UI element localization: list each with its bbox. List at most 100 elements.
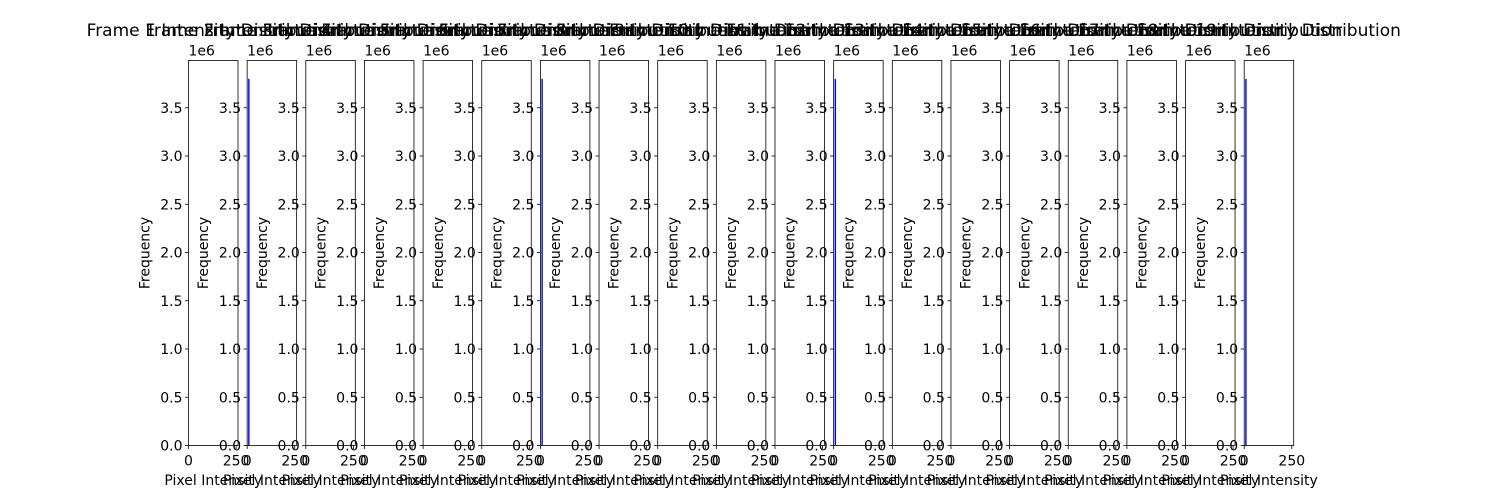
y-tick-label: 2.5 [805,197,827,213]
y-tick-label: 3.0 [923,149,945,165]
y-tick-label: 1.0 [805,342,827,358]
y-tick-label: 1.0 [336,342,358,358]
y-tick-label: 0.0 [981,439,1003,455]
y-axis-label: Frequency [959,217,975,289]
y-tick-label: 1.5 [864,294,886,310]
y-tick-label: 1.5 [160,294,182,310]
x-axis-label: Pixel Intensity [1044,473,1142,489]
y-tick-label: 1.5 [1099,294,1121,310]
y-tick-label: 1.5 [571,294,593,310]
y-tick-label: 1.5 [219,294,241,310]
y-tick-label: 0.5 [1040,390,1062,406]
y-tick-label: 2.5 [512,197,534,213]
y-tick-label: 2.0 [571,246,593,262]
y-tick-label: 3.5 [453,101,475,117]
y-tick-label: 2.0 [336,246,358,262]
x-tick-label: 250 [985,454,1012,470]
y-tick-label: 2.0 [395,246,417,262]
y-tick-label: 1.0 [512,342,534,358]
x-tick-label: 0 [595,454,604,470]
y-tick-label: 0.5 [160,390,182,406]
y-tick-label: 2.0 [923,246,945,262]
x-axis-label: Pixel Intensity [634,473,732,489]
y-tick-label: 1.5 [395,294,417,310]
y-axis-label: Frequency [255,217,271,289]
histogram-bar [834,78,837,446]
x-tick-label: 250 [1102,454,1129,470]
y-tick-label: 0.0 [571,439,593,455]
y-axis-label: Frequency [1017,217,1033,289]
y-offset-label: 1e6 [834,44,861,60]
y-offset-label: 1e6 [247,44,274,60]
y-tick-label: 2.5 [160,197,182,213]
x-tick-label: 250 [1220,454,1247,470]
panel-title: Frame 16 Intensity Distribution [961,21,1225,41]
y-tick-label: 1.0 [629,342,651,358]
x-axis-label: Pixel Intensity [1103,473,1201,489]
y-offset-label: 1e6 [951,44,978,60]
y-tick-label: 0.0 [1040,439,1062,455]
y-tick-label: 3.5 [160,101,182,117]
y-axis-label: Frequency [841,217,857,289]
y-offset-label: 1e6 [1127,44,1154,60]
y-offset-label: 1e6 [306,44,333,60]
y-tick-label: 3.0 [629,149,651,165]
y-tick-label: 2.0 [453,246,475,262]
y-tick-label: 2.0 [805,246,827,262]
y-tick-label: 2.0 [981,246,1003,262]
y-tick-label: 0.0 [1157,439,1179,455]
x-tick-label: 0 [301,454,310,470]
x-tick-label: 250 [457,454,484,470]
y-tick-label: 0.5 [981,390,1003,406]
x-tick-label: 250 [692,454,719,470]
y-tick-label: 3.5 [864,101,886,117]
y-tick-label: 1.0 [1216,342,1238,358]
y-offset-label: 1e6 [423,44,450,60]
y-tick-label: 1.5 [453,294,475,310]
x-tick-label: 0 [653,454,662,470]
y-offset-label: 1e6 [599,44,626,60]
x-tick-label: 250 [927,454,954,470]
histogram-bar [541,78,543,446]
y-axis-label: Frequency [548,217,564,289]
y-offset-label: 1e6 [1186,44,1213,60]
y-tick-label: 0.0 [629,439,651,455]
y-tick-label: 2.5 [1040,197,1062,213]
y-tick-label: 2.5 [923,197,945,213]
y-tick-label: 0.0 [160,439,182,455]
y-tick-label: 2.0 [278,246,300,262]
y-tick-label: 3.5 [805,101,827,117]
y-tick-label: 3.0 [571,149,593,165]
y-tick-label: 3.0 [1099,149,1121,165]
y-tick-label: 1.0 [981,342,1003,358]
y-tick-label: 0.5 [395,390,417,406]
axes-frame [1067,60,1119,446]
y-axis-label: Frequency [783,217,799,289]
y-tick-label: 0.5 [805,390,827,406]
y-tick-label: 0.5 [864,390,886,406]
x-tick-label: 0 [888,454,897,470]
y-offset-label: 1e6 [364,44,391,60]
y-tick-label: 2.5 [1099,197,1121,213]
x-axis-label: Pixel Intensity [164,473,262,489]
y-tick-label: 1.0 [923,342,945,358]
y-tick-label: 0.0 [923,439,945,455]
y-tick-label: 1.0 [453,342,475,358]
y-tick-label: 0.5 [278,390,300,406]
x-tick-label: 250 [1278,454,1305,470]
axes-frame [246,60,298,446]
y-tick-label: 0.5 [219,390,241,406]
axes-frame [833,60,884,446]
y-tick-label: 0.0 [747,439,769,455]
y-tick-label: 2.0 [512,246,534,262]
x-tick-label: 0 [829,454,838,470]
y-offset-label: 1e6 [189,44,216,60]
y-offset-label: 1e6 [1068,44,1095,60]
x-axis-label: Pixel Intensity [458,473,556,489]
y-tick-label: 3.0 [219,149,241,165]
y-tick-label: 2.5 [981,197,1003,213]
y-axis-label: Frequency [1193,217,1209,289]
y-tick-label: 1.5 [512,294,534,310]
y-tick-label: 3.5 [1216,101,1238,117]
y-axis-label: Frequency [489,217,505,289]
